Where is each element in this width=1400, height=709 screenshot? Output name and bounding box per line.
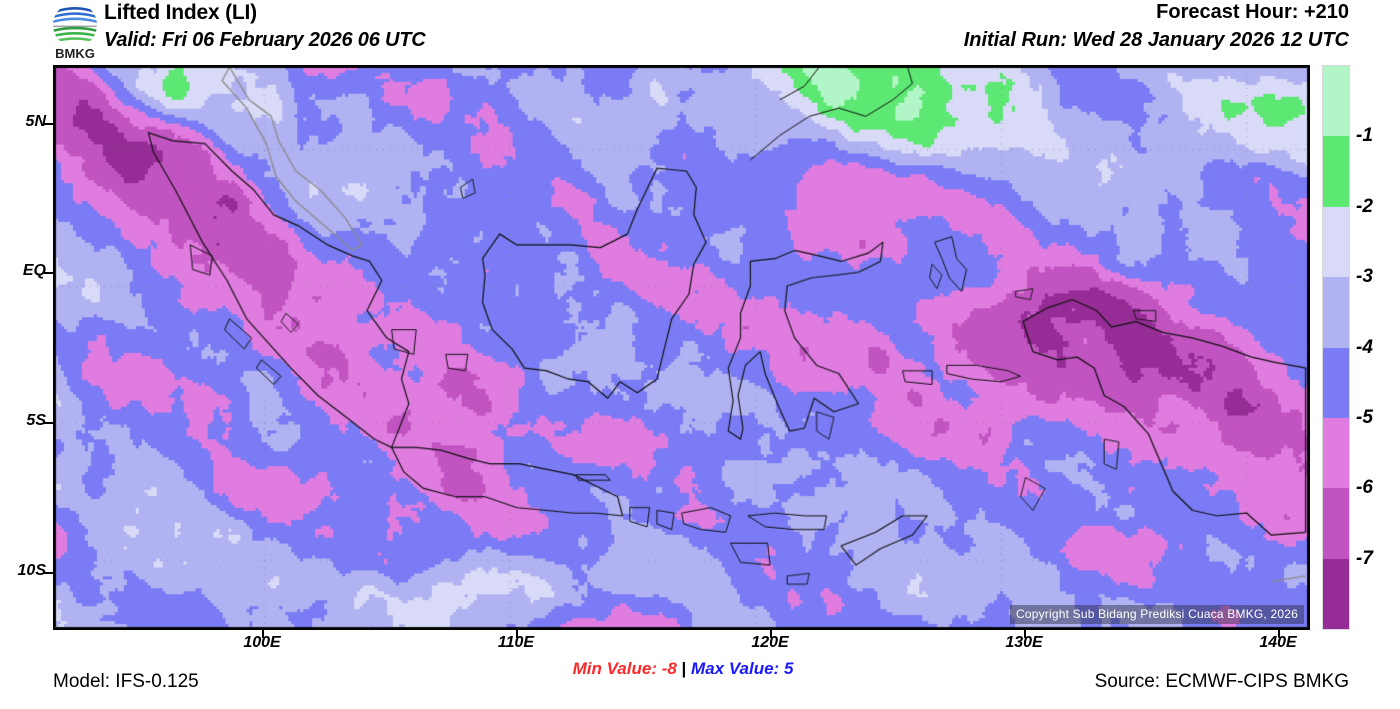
- min-max-separator: |: [681, 659, 692, 678]
- colorbar-tick--7: -7: [1356, 547, 1373, 569]
- model-label: Model: IFS-0.125: [53, 671, 199, 692]
- copyright-watermark: Copyright Sub Bidang Prediksi Cuaca BMKG…: [1009, 605, 1304, 624]
- colorbar-tick--1: -1: [1356, 125, 1373, 147]
- lon-label-100e: 100E: [243, 634, 281, 651]
- colorbar-tick--5: -5: [1356, 406, 1373, 428]
- colorbar-band-1: [1323, 136, 1349, 207]
- min-value-text: Min Value: -8: [572, 659, 682, 678]
- colorbar-band-7: [1323, 558, 1349, 629]
- lat-tick: [44, 123, 53, 125]
- lat-tick: [44, 572, 53, 574]
- max-value-text: Max Value: 5: [691, 659, 794, 678]
- bmkg-logo: BMKG: [44, 2, 106, 60]
- map-panel[interactable]: Copyright Sub Bidang Prediksi Cuaca BMKG…: [53, 65, 1310, 630]
- lifted-index-field: [55, 67, 1308, 628]
- lon-label-130e: 130E: [1005, 634, 1043, 651]
- colorbar-band-5: [1323, 417, 1349, 489]
- min-max-value-label: Min Value: -8 | Max Value: 5: [573, 659, 794, 679]
- lon-tick: [262, 630, 264, 638]
- lat-label-5n: 5N: [25, 113, 46, 130]
- source-label: Source: ECMWF-CIPS BMKG: [1094, 671, 1349, 692]
- initial-run-label: Initial Run: Wed 28 January 2026 12 UTC: [963, 29, 1349, 51]
- colorbar-band-2: [1323, 206, 1349, 278]
- colorbar-tick--3: -3: [1356, 266, 1373, 288]
- colorbar-tick--2: -2: [1356, 195, 1373, 217]
- lon-tick: [1278, 630, 1280, 638]
- lat-label-5s: 5S: [26, 412, 46, 429]
- valid-time-label: Valid: Fri 06 February 2026 06 UTC: [104, 29, 426, 51]
- lifted-index-colorbar: [1322, 65, 1350, 630]
- lat-tick: [44, 422, 53, 424]
- forecast-hour-label: Forecast Hour: +210: [1156, 1, 1349, 23]
- bmkg-logo-text: BMKG: [55, 46, 95, 60]
- colorbar-band-6: [1323, 488, 1349, 559]
- lon-tick: [516, 630, 518, 638]
- colorbar-band-3: [1323, 277, 1349, 348]
- lon-label-140e: 140E: [1259, 634, 1297, 651]
- lat-label-10s: 10S: [17, 562, 46, 579]
- colorbar-tick--6: -6: [1356, 477, 1373, 499]
- lon-label-110e: 110E: [497, 634, 535, 651]
- colorbar-band-0: [1323, 66, 1349, 137]
- lon-tick: [1024, 630, 1026, 638]
- page-title: Lifted Index (LI): [104, 1, 257, 24]
- colorbar-tick--4: -4: [1356, 336, 1373, 358]
- colorbar-band-4: [1323, 347, 1349, 418]
- lat-tick: [44, 272, 53, 274]
- lat-label-eq: EQ: [22, 262, 46, 279]
- lon-label-120e: 120E: [751, 634, 789, 651]
- lon-tick: [770, 630, 772, 638]
